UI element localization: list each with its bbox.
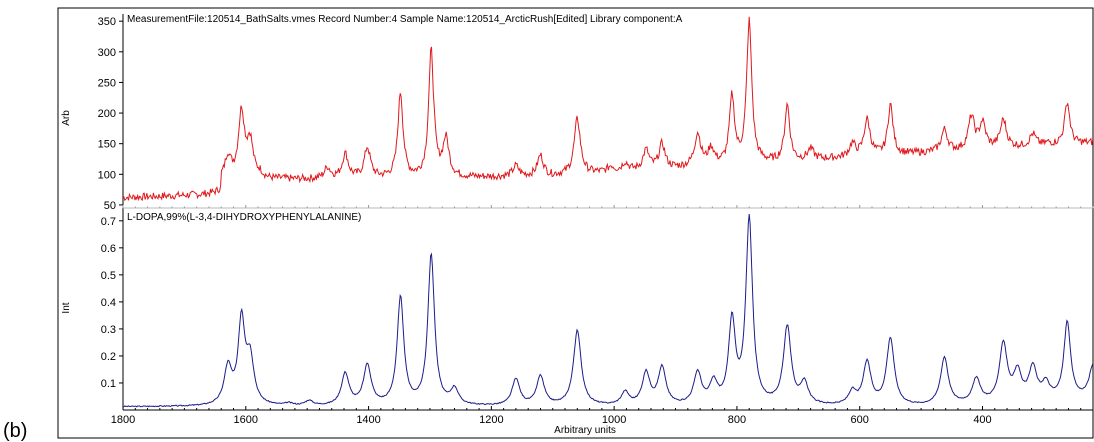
top-spectrum-panel: MeasurementFile:120514_BathSalts.vmes Re…: [61, 14, 1094, 212]
bottom-y-tick-label: 0.3: [101, 324, 116, 336]
top-panel-title: MeasurementFile:120514_BathSalts.vmes Re…: [127, 14, 683, 25]
bottom-y-tick-label: 0.2: [101, 351, 116, 363]
top-y-ticks: 50 100 150 200 250 300 350: [98, 16, 123, 212]
bottom-x-tick-label: 1200: [479, 414, 503, 426]
bottom-y-tick-label: 0.4: [101, 297, 116, 309]
bottom-y-axis-title: Int: [61, 302, 72, 313]
top-x-minor-ticks: [122, 205, 1094, 208]
bottom-y-tick-label: 0.6: [101, 243, 116, 255]
bottom-x-tick-label: 1000: [602, 414, 626, 426]
bottom-y-ticks: 0.1 0.2 0.3 0.4 0.5 0.6 0.7: [101, 216, 123, 390]
panel-label: (b): [3, 420, 27, 442]
chart-frame: [57, 7, 1094, 439]
top-spectrum-line: [122, 16, 1094, 202]
top-y-tick-label: 150: [98, 139, 116, 151]
top-y-tick-label: 50: [104, 200, 116, 212]
bottom-spectrum-panel: L-DOPA,99%(L-3,4-DIHYDROXYPHENYLALANINE)…: [61, 209, 1094, 436]
top-y-tick-label: 300: [98, 47, 116, 59]
bottom-panel-title: L-DOPA,99%(L-3,4-DIHYDROXYPHENYLALANINE): [127, 212, 361, 223]
top-y-tick-label: 350: [98, 16, 116, 28]
bottom-spectrum-line: [122, 213, 1094, 408]
bottom-y-tick-label: 0.5: [101, 270, 116, 282]
bottom-x-tick-label: 800: [728, 414, 746, 426]
bottom-x-tick-label: 1400: [356, 414, 380, 426]
top-y-tick-label: 200: [98, 108, 116, 120]
top-y-tick-label: 100: [98, 169, 116, 181]
bottom-y-tick-label: 0.7: [101, 216, 116, 228]
top-y-axis-title: Arb: [61, 110, 72, 126]
bottom-x-tick-label: 400: [973, 414, 991, 426]
bottom-x-tick-label: 600: [851, 414, 869, 426]
top-y-tick-label: 250: [98, 77, 116, 89]
bottom-x-tick-label: 1800: [111, 414, 135, 426]
bottom-y-tick-label: 0.1: [101, 378, 116, 390]
bottom-x-ticks: 1800 1600 1400 1200 1000 800 600 400: [111, 406, 1094, 426]
x-axis-title: Arbitrary units: [554, 425, 616, 436]
bottom-x-tick-label: 1600: [234, 414, 258, 426]
